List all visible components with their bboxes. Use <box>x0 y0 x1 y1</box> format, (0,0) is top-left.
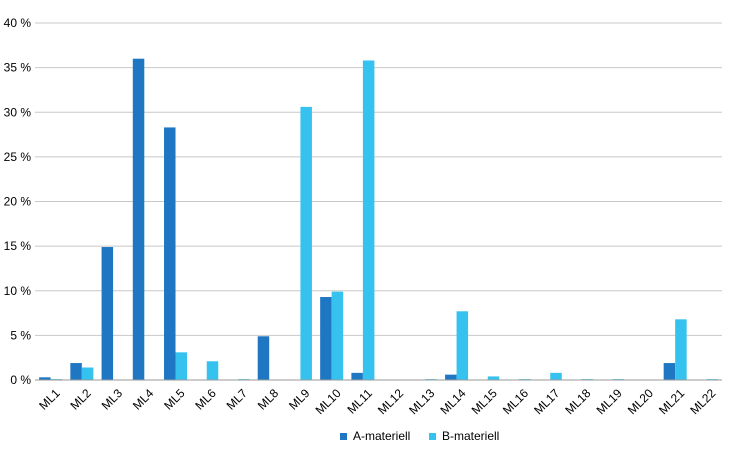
legend-label: A-materiell <box>353 429 410 443</box>
x-tick-label: ML5 <box>161 386 188 413</box>
x-axis-ticks: ML1 ML2 ML3 ML4 ML5 ML6 ML7 ML8 ML9 ML10 ML11 ML12 M… <box>36 386 718 417</box>
bar-B-materiell-ML17 <box>550 372 562 380</box>
x-tick-label: ML7 <box>224 386 251 413</box>
y-tick-label: 40 % <box>4 16 32 30</box>
bar-B-materiell-ML2 <box>81 367 94 380</box>
bar-B-materiell-ML15 <box>487 376 500 380</box>
bar-A-materiell-ML21 <box>663 363 676 380</box>
x-tick-label: ML1 <box>36 386 63 413</box>
x-tick-label: ML10 <box>313 386 344 417</box>
bar-A-materiell-ML1 <box>39 377 51 380</box>
x-tick-label: ML17 <box>531 386 562 417</box>
bar-A-materiell-ML5 <box>164 127 176 380</box>
bar-A-materiell-ML10 <box>320 296 332 380</box>
y-tick-label: 5 % <box>10 328 31 342</box>
x-tick-label: ML16 <box>500 386 531 417</box>
legend-swatch <box>429 433 436 440</box>
bar-A-materiell-ML4 <box>132 58 145 380</box>
bar-A-materiell-ML3 <box>101 247 114 380</box>
y-tick-label: 35 % <box>4 61 32 75</box>
y-tick-label: 0 % <box>10 373 31 387</box>
legend: A-materiell B-materiell <box>340 429 499 443</box>
bar-B-materiell-ML14 <box>456 311 469 380</box>
x-tick-label: ML18 <box>562 386 593 417</box>
bar-A-materiell-ML11 <box>351 372 363 380</box>
y-tick-label: 15 % <box>4 239 32 253</box>
bar-B-materiell-ML11 <box>362 60 375 381</box>
bar-A-materiell-ML2 <box>70 363 82 380</box>
bar-A-materiell-ML8 <box>257 336 270 380</box>
bar-B-materiell-ML9 <box>300 106 312 381</box>
gridlines <box>35 22 722 336</box>
bar-B-materiell-ML10 <box>331 291 344 380</box>
y-tick-label: 25 % <box>4 150 32 164</box>
legend-swatch <box>340 433 347 440</box>
bar-B-materiell-ML6 <box>206 361 219 380</box>
x-tick-label: ML6 <box>192 386 219 413</box>
bar-B-materiell-ML21 <box>675 319 687 380</box>
y-tick-label: 20 % <box>4 195 32 209</box>
x-tick-label: ML12 <box>375 386 406 417</box>
x-tick-label: ML21 <box>656 386 687 417</box>
y-tick-label: 10 % <box>4 284 32 298</box>
x-tick-label: ML15 <box>469 386 500 417</box>
x-tick-label: ML8 <box>255 386 282 413</box>
legend-label: B-materiell <box>442 429 499 443</box>
x-tick-label: ML20 <box>625 386 656 417</box>
x-tick-label: ML9 <box>286 386 313 413</box>
x-tick-label: ML2 <box>67 386 94 413</box>
x-tick-label: ML22 <box>687 386 718 417</box>
x-tick-label: ML14 <box>437 386 468 417</box>
bar-A-materiell-ML14 <box>445 374 457 380</box>
x-tick-label: ML4 <box>130 386 157 413</box>
x-tick-label: ML13 <box>406 386 437 417</box>
y-axis-ticks: 0 % 5 % 10 % 15 % 20 % 25 % 30 % 35 % 40 % <box>4 16 32 387</box>
x-tick-label: ML11 <box>344 386 375 417</box>
bar-B-materiell-ML5 <box>175 352 188 380</box>
x-tick-label: ML3 <box>99 386 126 413</box>
x-tick-label: ML19 <box>594 386 625 417</box>
bars <box>39 58 718 381</box>
y-tick-label: 30 % <box>4 105 32 119</box>
